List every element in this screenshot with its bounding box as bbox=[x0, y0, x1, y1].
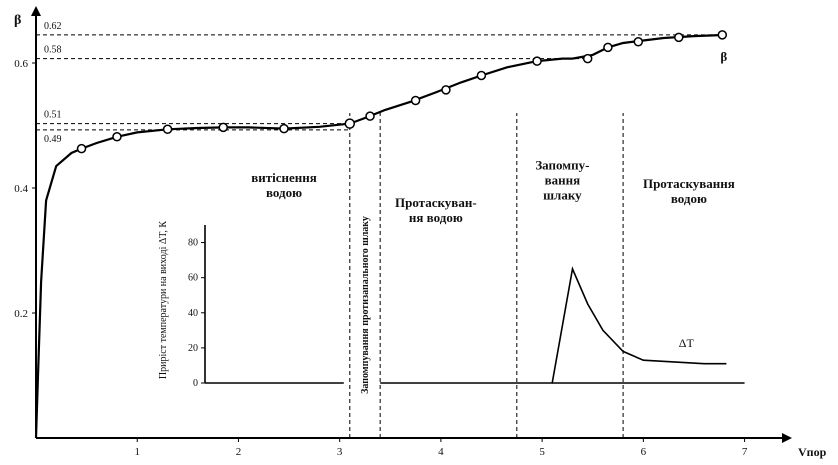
beta-curve-label: β bbox=[720, 49, 727, 64]
x-tick-label: 1 bbox=[134, 446, 140, 458]
beta-curve bbox=[34, 33, 727, 439]
region-label: Протаскування водою bbox=[643, 176, 735, 206]
inset-y-tick-label: 40 bbox=[188, 308, 198, 319]
y-tick-label: 0.4 bbox=[14, 183, 28, 195]
x-tick-label: 6 bbox=[641, 446, 647, 458]
region-label-line: Протаскування bbox=[643, 176, 735, 191]
region-label-line: шлаку bbox=[543, 187, 582, 202]
beta-marker bbox=[532, 56, 542, 66]
x-axis-arrow bbox=[782, 433, 792, 443]
region-label-line: Протаскуван- bbox=[395, 195, 477, 210]
region-label: Протаскуван-ня водою bbox=[395, 195, 477, 225]
axes: β Vпор 1 2 3 4 5 6 7 0.2 0.4 0.6 bbox=[14, 6, 827, 459]
reference-label: 0.58 bbox=[44, 45, 62, 56]
x-tick-label: 5 bbox=[539, 446, 545, 458]
beta-marker bbox=[344, 118, 356, 129]
beta-marker bbox=[279, 123, 289, 134]
reference-lines: 0.62 0.58 0.51 0.49 bbox=[36, 21, 723, 145]
inset-y-tick-label: 0 bbox=[193, 378, 198, 389]
inset-temperature-chart: 0 20 40 60 80 Приріст температури на виході Δ… bbox=[158, 221, 745, 389]
inset-y-tick-label: 60 bbox=[188, 273, 198, 284]
region-label: витіснення водою bbox=[251, 170, 317, 200]
beta-marker bbox=[674, 32, 684, 43]
beta-marker bbox=[410, 95, 421, 106]
beta-markers bbox=[76, 30, 728, 154]
x-tick-label: 3 bbox=[337, 446, 343, 458]
beta-curve-layer: β bbox=[34, 33, 727, 439]
delta-t-label: ΔT bbox=[679, 336, 695, 350]
x-tick-label: 4 bbox=[438, 446, 444, 458]
region-label-line: водою bbox=[266, 185, 302, 200]
reference-label: 0.62 bbox=[44, 21, 62, 32]
x-tick-label: 2 bbox=[236, 446, 242, 458]
beta-marker bbox=[365, 111, 375, 121]
reference-label: 0.49 bbox=[44, 134, 62, 145]
vertical-band-label: Запомпування протизапального шлаку bbox=[360, 216, 371, 394]
beta-marker bbox=[218, 122, 229, 133]
inset-y-tick-label: 20 bbox=[188, 343, 198, 354]
beta-marker bbox=[162, 124, 173, 134]
beta-marker bbox=[603, 42, 613, 53]
beta-marker bbox=[717, 30, 728, 40]
x-tick-label: 7 bbox=[742, 446, 748, 458]
beta-marker bbox=[76, 143, 87, 154]
region-label-line: водою bbox=[671, 191, 707, 206]
region-label-line: вання bbox=[545, 172, 581, 187]
region-label-line: витіснення bbox=[251, 170, 317, 185]
beta-marker bbox=[112, 132, 122, 142]
region-label-line: ня водою bbox=[409, 210, 463, 225]
inset-y-axis-label: Приріст температури на виході ΔТ, К bbox=[158, 221, 169, 379]
beta-marker bbox=[476, 70, 487, 81]
y-axis-arrow bbox=[31, 6, 41, 16]
inset-y-tick-label: 80 bbox=[188, 238, 198, 249]
x-axis-label: Vпор bbox=[798, 445, 827, 459]
y-tick-label: 0.6 bbox=[14, 58, 28, 70]
delta-t-curve bbox=[380, 266, 727, 384]
y-axis-label: β bbox=[14, 13, 21, 28]
beta-marker bbox=[441, 85, 451, 95]
y-tick-label: 0.2 bbox=[14, 308, 28, 320]
stage-boundaries: Запомпування протизапального шлаку bbox=[349, 113, 624, 438]
reference-label: 0.51 bbox=[44, 110, 62, 121]
beta-marker bbox=[633, 37, 644, 47]
beta-marker bbox=[582, 53, 593, 64]
region-label: Запомпу-вання шлаку bbox=[535, 157, 589, 202]
region-label-line: Запомпу- bbox=[535, 157, 589, 172]
